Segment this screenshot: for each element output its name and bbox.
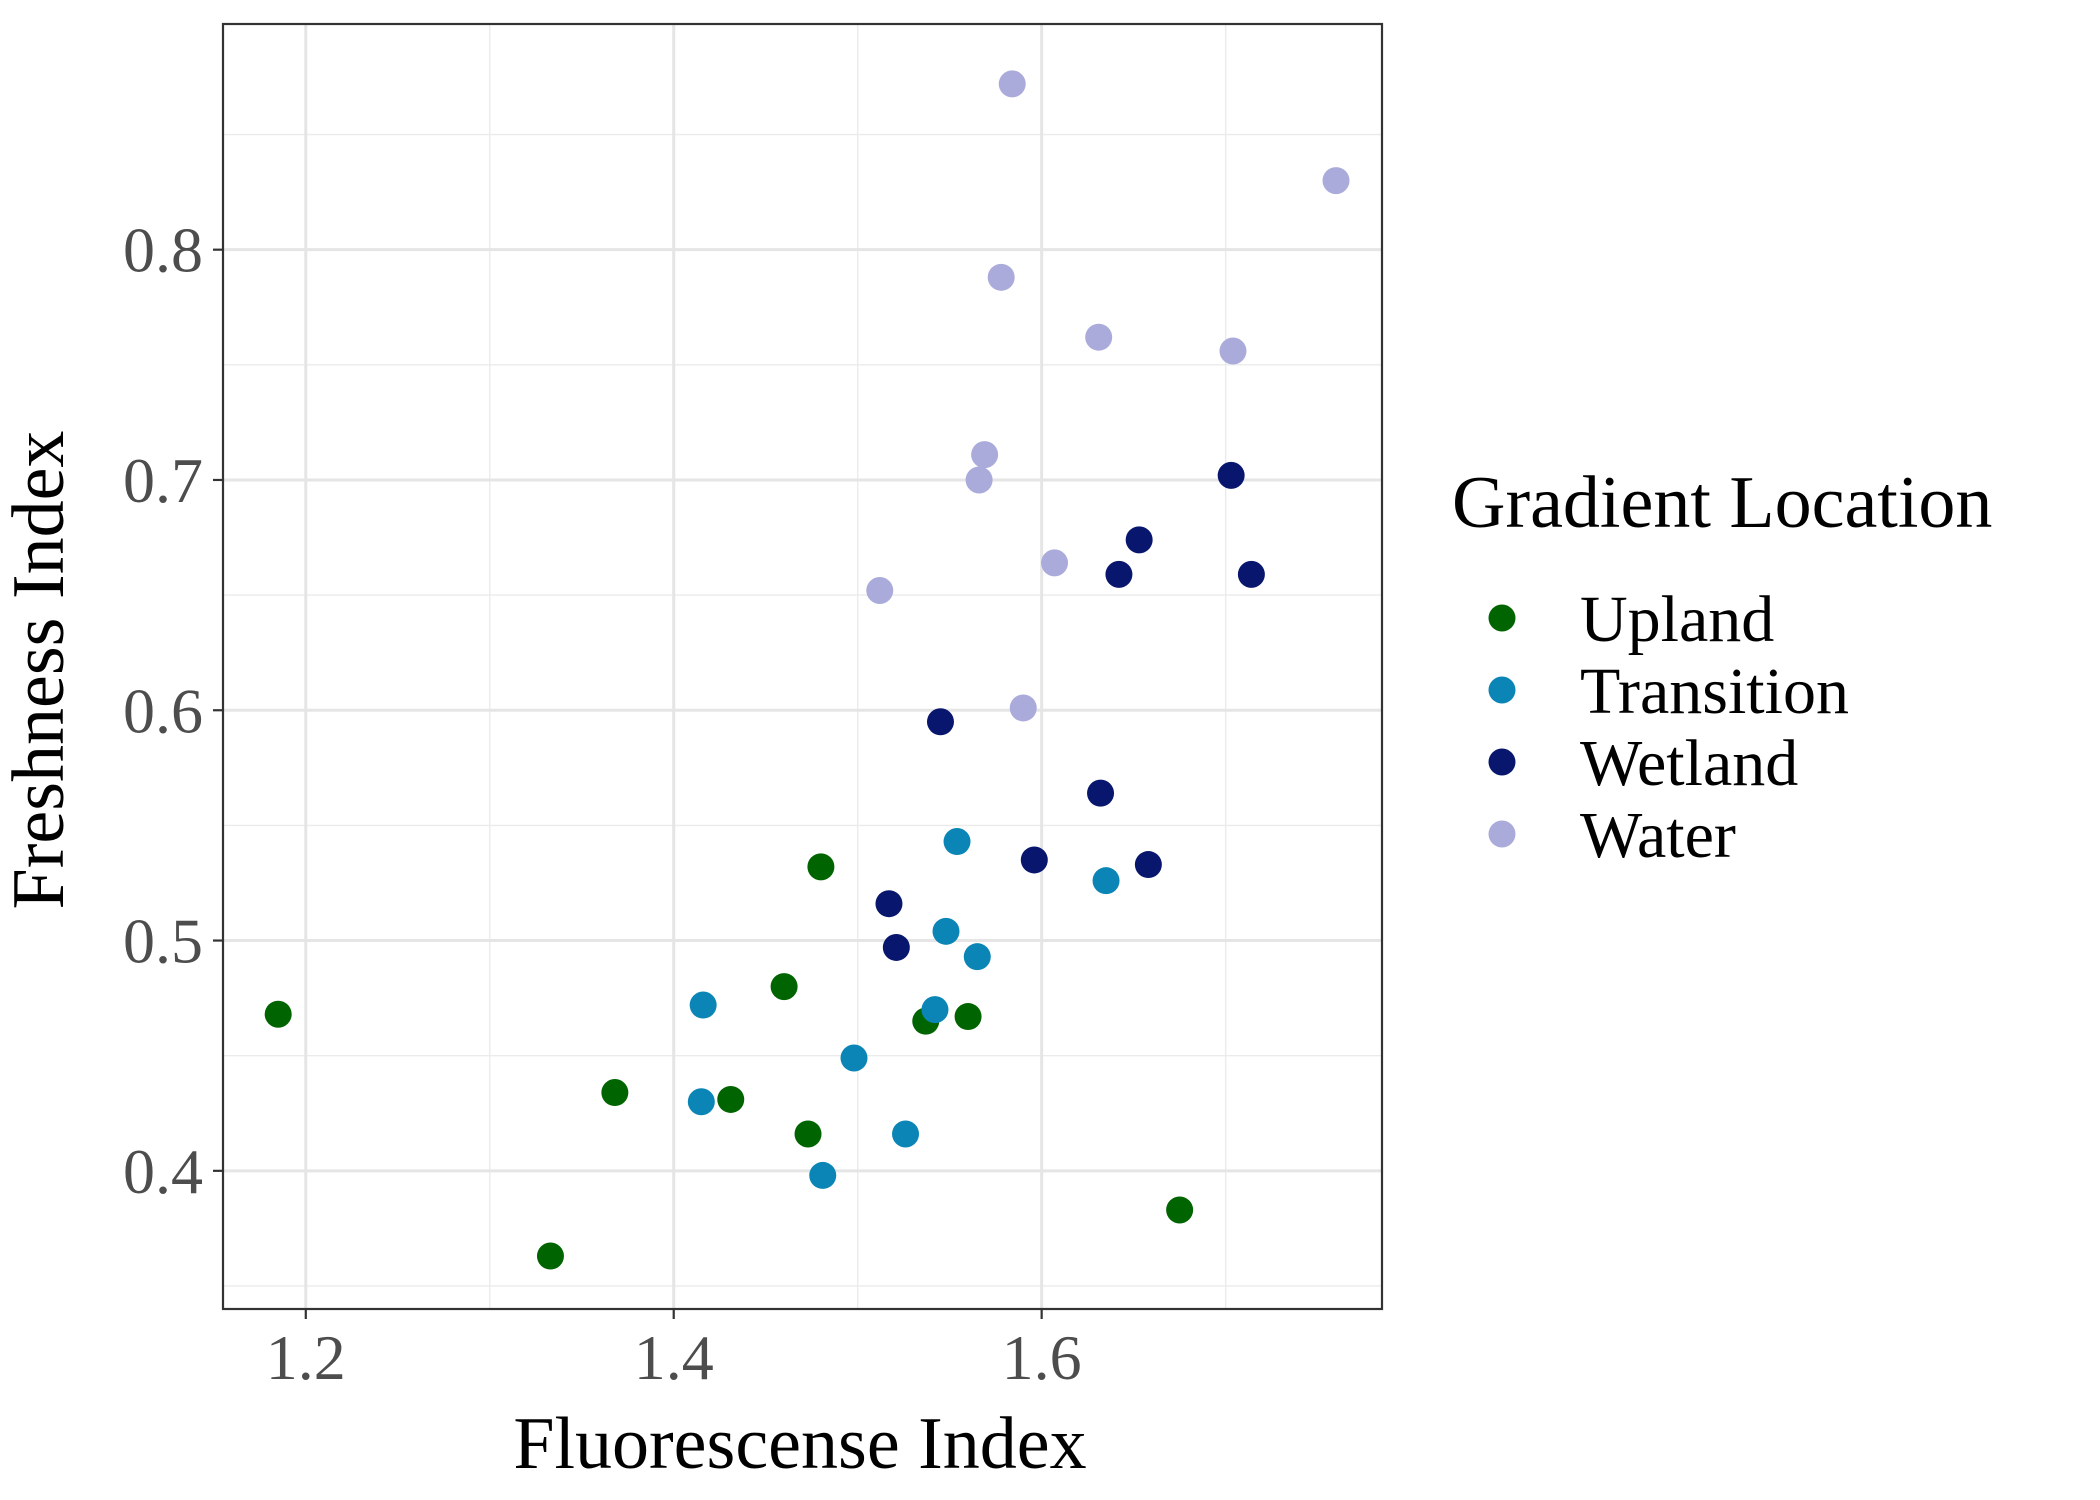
point-transition <box>687 1088 715 1116</box>
point-water <box>971 441 999 469</box>
legend-key-water <box>1488 820 1516 848</box>
point-upland <box>1166 1196 1194 1224</box>
x-tick-label: 1.4 <box>634 1322 714 1393</box>
point-water <box>1085 323 1113 351</box>
legend-label-water: Water <box>1580 799 1736 872</box>
point-wetland <box>875 890 903 918</box>
point-transition <box>1092 867 1120 895</box>
legend-key-upland <box>1488 604 1516 632</box>
point-upland <box>536 1242 564 1270</box>
point-water <box>1322 167 1350 195</box>
point-wetland <box>1087 779 1115 807</box>
legend-key-wetland <box>1488 748 1516 776</box>
point-water <box>987 263 1015 291</box>
plot-panel <box>223 24 1382 1309</box>
point-transition <box>932 917 960 945</box>
legend: Gradient Location UplandTransitionWetlan… <box>1452 462 1992 872</box>
point-wetland <box>1105 560 1133 588</box>
y-axis: 0.4 0.5 0.6 0.7 0.8 <box>123 215 223 1207</box>
point-wetland <box>1125 526 1153 554</box>
point-wetland <box>926 708 954 736</box>
point-water <box>998 70 1026 98</box>
y-axis-title: Freshness Index <box>0 431 80 910</box>
x-axis: 1.2 1.4 1.6 <box>266 1309 1082 1393</box>
point-wetland <box>882 933 910 961</box>
data-points <box>264 70 1350 1270</box>
point-wetland <box>1134 851 1162 879</box>
point-transition <box>689 991 717 1019</box>
point-upland <box>794 1120 822 1148</box>
legend-key-transition <box>1488 676 1516 704</box>
point-upland <box>770 973 798 1001</box>
legend-label-wetland: Wetland <box>1580 727 1798 800</box>
point-water <box>1009 694 1037 722</box>
point-transition <box>943 828 971 856</box>
point-wetland <box>1237 560 1265 588</box>
point-wetland <box>1020 846 1048 874</box>
point-transition <box>921 996 949 1024</box>
y-tick-label: 0.6 <box>123 675 203 746</box>
point-water <box>965 466 993 494</box>
legend-label-upland: Upland <box>1580 583 1774 656</box>
x-axis-title: Fluorescense Index <box>513 1403 1086 1485</box>
point-upland <box>954 1003 982 1031</box>
legend-label-transition: Transition <box>1580 655 1849 728</box>
point-transition <box>963 943 991 971</box>
point-water <box>1219 337 1247 365</box>
legend-title: Gradient Location <box>1452 462 1992 544</box>
y-tick-label: 0.4 <box>123 1136 203 1207</box>
x-tick-label: 1.2 <box>266 1322 346 1393</box>
point-water <box>866 577 894 605</box>
point-transition <box>892 1120 920 1148</box>
major-gridlines <box>223 24 1382 1309</box>
minor-gridlines <box>223 24 1382 1309</box>
point-upland <box>264 1000 292 1028</box>
y-tick-label: 0.7 <box>123 445 203 516</box>
y-tick-label: 0.8 <box>123 215 203 286</box>
point-upland <box>807 853 835 881</box>
point-upland <box>601 1079 629 1107</box>
point-transition <box>809 1161 837 1189</box>
point-upland <box>717 1085 745 1113</box>
point-water <box>1041 549 1069 577</box>
point-wetland <box>1217 461 1245 489</box>
point-transition <box>840 1044 868 1072</box>
x-tick-label: 1.6 <box>1002 1322 1082 1393</box>
y-tick-label: 0.5 <box>123 906 203 977</box>
plot-panel-border <box>221 22 1384 1311</box>
